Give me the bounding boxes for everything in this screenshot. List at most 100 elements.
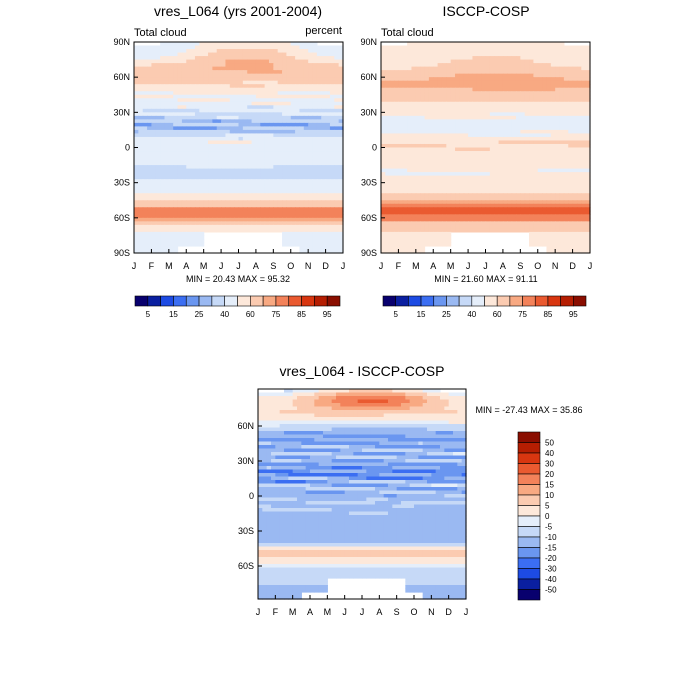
field-cell [428,101,434,106]
field-cell [428,186,434,191]
field-cell [563,49,569,54]
field-cell [455,175,460,180]
field-cell [576,105,582,110]
field-cell [251,87,257,92]
field-cell [138,210,144,215]
field-cell [415,98,421,103]
field-cell [155,140,161,145]
field-cell [234,168,240,173]
field-cell [268,161,274,166]
field-cell [485,70,491,75]
field-cell [208,210,213,215]
field-cell [286,154,292,159]
field-cell [459,91,465,96]
field-cell [312,122,318,127]
field-cell [581,115,587,120]
field-cell [268,186,274,191]
field-cell [446,94,452,99]
field-cell [572,98,578,103]
field-cell [537,189,543,194]
field-cell [312,207,318,212]
field-cell [433,119,439,124]
field-cell [455,73,460,78]
field-cell [485,52,491,57]
field-cell [321,235,327,240]
field-cell [494,133,500,138]
field-cell [385,136,391,142]
field-cell [268,224,274,229]
field-cell [212,214,218,219]
field-cell [295,42,301,47]
x-tick-label: F [149,261,155,271]
field-cell [295,147,301,152]
field-cell [225,112,231,117]
field-cell [329,87,335,92]
field-cell [546,112,552,117]
field-cell [415,179,421,184]
field-cell [420,158,426,163]
field-cell [212,94,218,99]
field-cell [190,133,196,138]
field-cell [177,228,183,233]
field-cell [511,84,517,89]
field-cell [221,63,227,68]
field-cell [546,168,552,173]
field-cell [316,228,322,233]
field-cell [251,143,257,149]
field-cell [277,56,283,61]
field-cell [441,147,447,152]
field-cell [515,129,521,135]
field-cell [550,175,556,180]
field-cell [498,84,504,89]
field-cell [450,56,456,61]
field-cell [542,105,548,110]
field-cell [242,217,248,222]
field-cell [507,126,513,131]
field-cell [420,126,426,131]
field-cell [428,193,434,198]
field-cell [481,105,487,110]
field-cell [455,59,460,64]
field-cell [199,126,205,131]
field-cell [325,193,331,198]
field-cell [389,196,395,201]
field-cell [229,56,235,61]
field-cell [190,77,196,82]
field-cell [463,77,469,82]
field-cell [334,98,340,103]
field-cell [151,224,157,229]
field-cell [468,73,474,78]
field-cell [277,154,283,159]
field-cell [533,189,539,194]
field-cell [229,224,235,229]
field-cell [138,217,144,222]
field-cell [299,161,305,166]
field-cell [147,98,153,103]
field-cell [398,66,404,71]
field-cell [568,52,574,57]
field-cell [242,87,248,92]
field-cell [186,91,192,96]
field-cell [329,224,335,229]
field-cell [450,115,456,120]
field-cell [398,73,404,78]
field-cell [507,115,513,120]
field-cell [151,200,157,205]
field-cell [546,77,552,82]
field-cell [450,42,456,47]
field-cell [533,63,539,68]
field-cell [428,84,434,89]
field-cell [494,168,500,173]
field-cell [559,168,565,173]
field-cell [221,196,227,201]
field-cell [134,151,139,156]
field-cell [459,52,465,57]
field-cell [334,203,340,208]
field-cell [177,179,183,184]
field-cell [208,94,213,99]
field-cell [147,182,153,187]
field-cell [529,168,534,173]
field-cell [168,101,174,106]
field-cell [489,42,495,47]
field-cell [433,140,439,145]
